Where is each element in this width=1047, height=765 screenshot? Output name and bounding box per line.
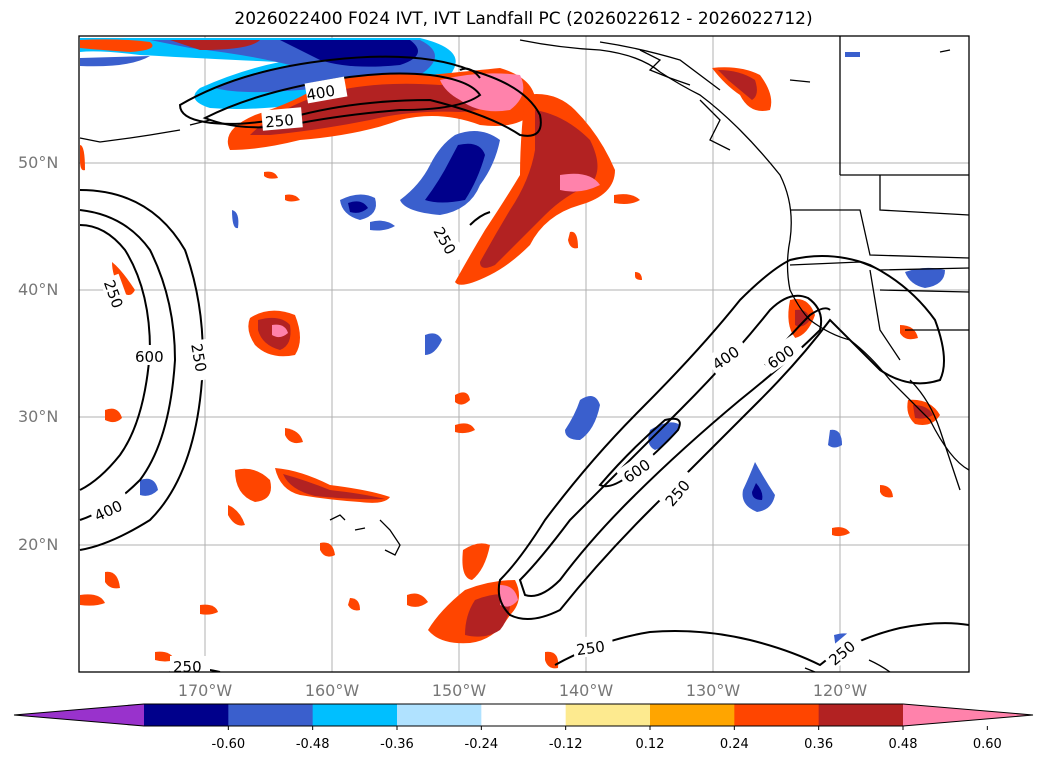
colorbar-tick-label: 0.24 (719, 737, 749, 752)
colorbar-segment (734, 704, 820, 726)
map-title: 2026022400 F024 IVT, IVT Landfall PC (20… (234, 9, 813, 29)
colorbar-extend-high (903, 704, 1033, 726)
colorbar-segment (397, 704, 482, 726)
lon-label-120w: 120°W (812, 681, 868, 700)
contour-label-c14: 250 (173, 658, 202, 676)
colorbar-tick-label: 0.60 (972, 737, 1002, 752)
contour-label-c12: 250 (575, 637, 606, 659)
colorbar (13, 703, 1034, 730)
contour-label-c1: 400 (305, 82, 336, 105)
map-frame (78, 35, 970, 673)
colorbar-segment (312, 704, 398, 726)
lat-label-50n: 50°N (18, 153, 59, 172)
colorbar-outline (13, 703, 1034, 727)
lon-label-170w: 170°W (177, 681, 233, 700)
colorbar-tick-label: -0.48 (295, 737, 330, 752)
contour-label-c6: 250 (187, 342, 210, 373)
lon-label-140w: 140°W (558, 681, 614, 700)
coastlines (79, 36, 969, 672)
colorbar-extend-low (14, 704, 144, 726)
lat-label-40n: 40°N (18, 280, 59, 299)
colorbar-tick-label: 0.12 (635, 737, 665, 752)
lon-label-150w: 150°W (431, 681, 487, 700)
lat-label-30n: 30°N (18, 407, 59, 426)
colorbar-tick-label: -0.12 (548, 737, 583, 752)
contour-label-c5: 600 (135, 348, 164, 366)
colorbar-segment (818, 704, 904, 726)
contour-label-c2: 250 (264, 111, 294, 131)
colorbar-segment (650, 704, 735, 726)
colorbar-tick-label: -0.24 (464, 737, 499, 752)
lon-label-160w: 160°W (304, 681, 360, 700)
colorbar-segment (565, 704, 651, 726)
colorbar-tick-label: 0.36 (804, 737, 834, 752)
atmospheric-river-plume (455, 94, 615, 285)
colorbar-tick-label: -0.36 (380, 737, 414, 752)
colorbar-tick-label: 0.48 (888, 737, 918, 752)
north-blob-positive (80, 39, 536, 150)
colorbar-segment (481, 704, 567, 726)
lat-label-20n: 20°N (18, 535, 59, 554)
colorbar-segment (144, 704, 229, 726)
colorbar-segment (228, 704, 314, 726)
lon-label-130w: 130°W (685, 681, 741, 700)
colorbar-tick-label: -0.60 (211, 737, 246, 752)
